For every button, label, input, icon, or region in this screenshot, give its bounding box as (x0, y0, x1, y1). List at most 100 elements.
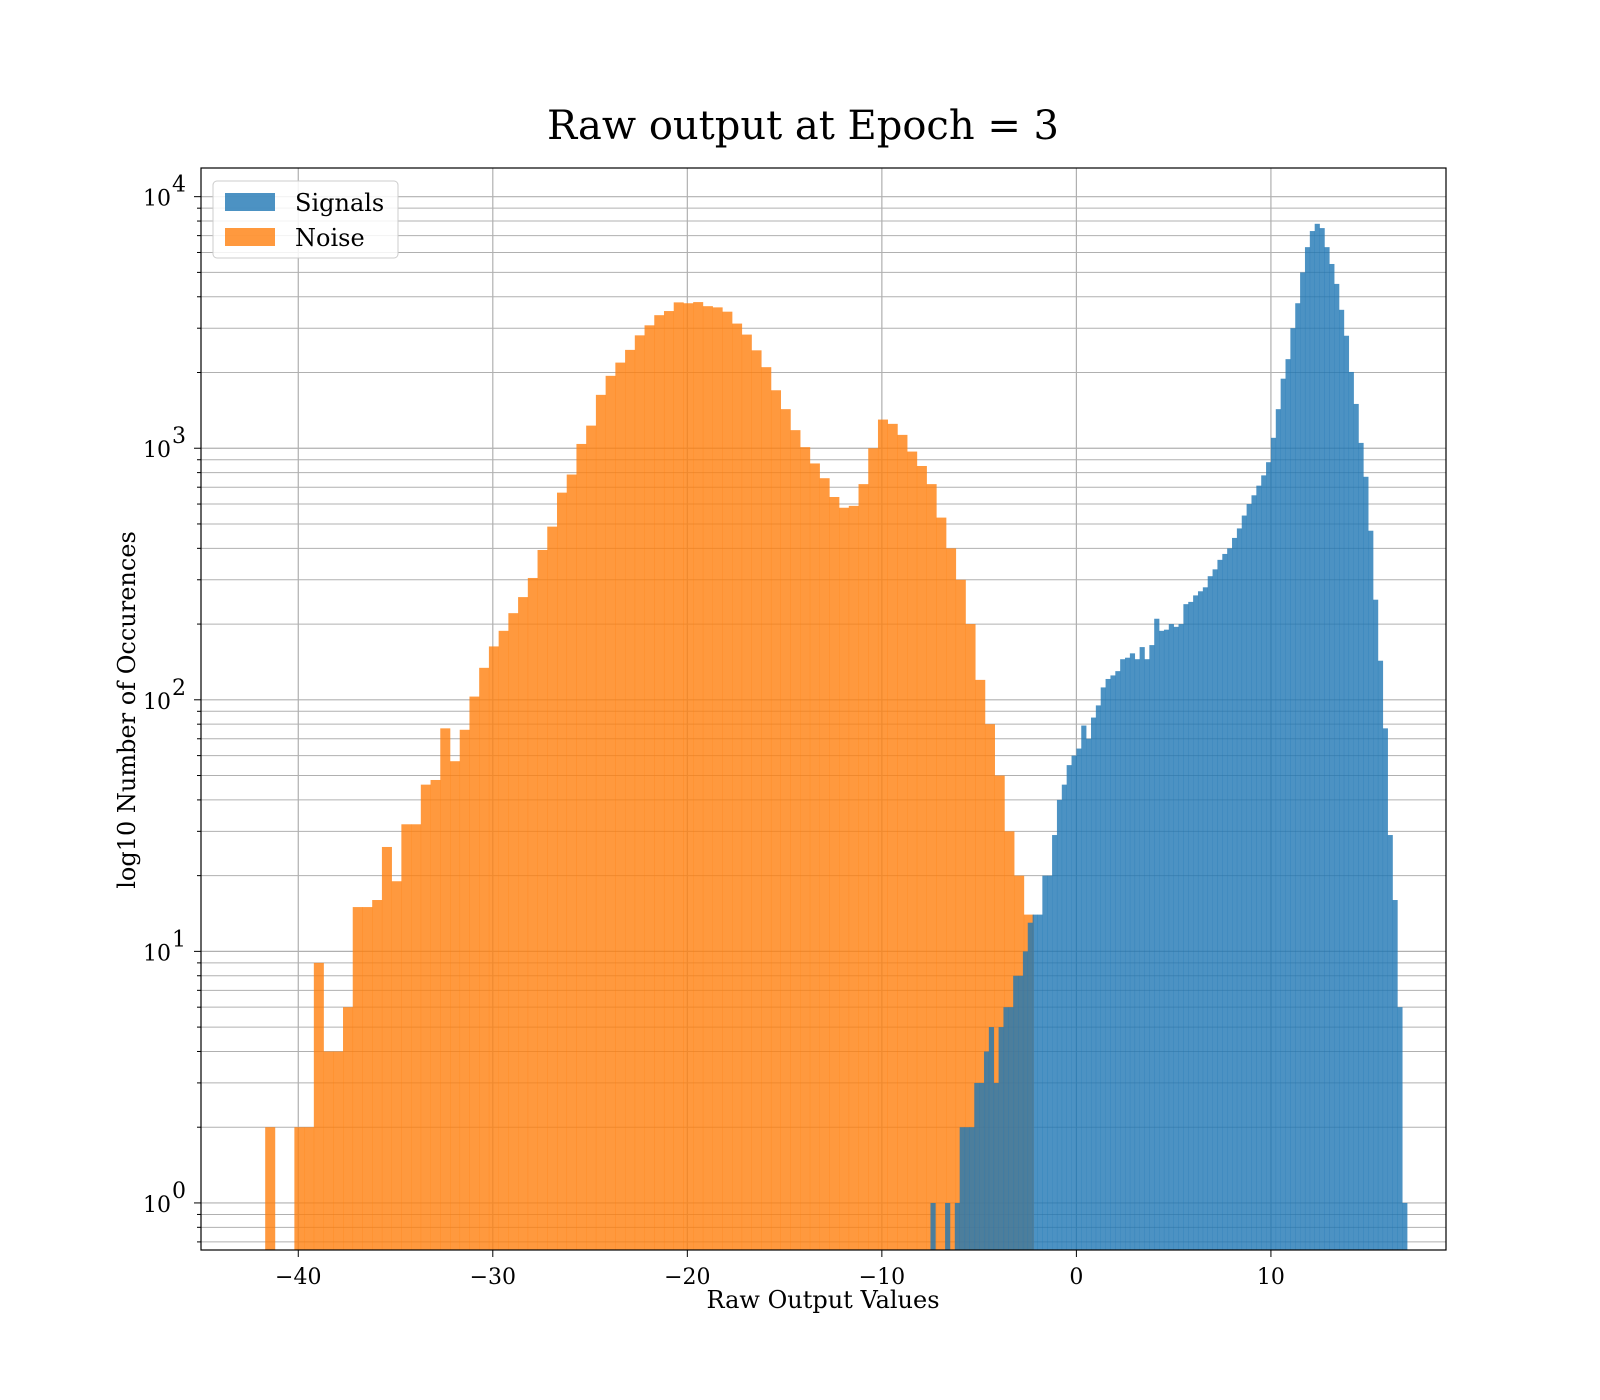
bar-signals (1373, 599, 1379, 1250)
bar-signals (1261, 475, 1267, 1250)
bar-noise (547, 526, 558, 1250)
bar-signals (1382, 728, 1388, 1250)
bar-signals (1066, 765, 1072, 1250)
y-tick-label: 10 (143, 438, 171, 463)
bar-signals (1188, 601, 1194, 1250)
bar-noise (343, 1007, 354, 1250)
bar-noise (556, 492, 568, 1251)
bar-noise (809, 463, 820, 1250)
bar-signals (1139, 647, 1145, 1250)
bar-noise (955, 579, 966, 1250)
bar-signals (1387, 835, 1393, 1250)
legend: Signals Noise (212, 180, 399, 259)
bar-signals (1348, 371, 1354, 1251)
bar-signals (1042, 875, 1048, 1250)
bar-signals (1222, 553, 1228, 1250)
bar-noise (537, 549, 548, 1250)
bar-noise (265, 1127, 276, 1250)
y-tick-label-exponent: 2 (172, 676, 186, 701)
x-tick-label: −30 (470, 1265, 516, 1290)
x-tick-label: −40 (275, 1265, 321, 1290)
bar-signals (1275, 409, 1281, 1250)
bar-noise (488, 646, 499, 1250)
bar-noise (498, 630, 509, 1250)
bar-signals (1363, 476, 1369, 1251)
bar-signals (1134, 659, 1140, 1250)
bar-noise (518, 597, 529, 1250)
bar-signals (1334, 283, 1340, 1250)
bar-noise (994, 775, 1005, 1250)
bar-noise (712, 307, 723, 1251)
x-axis-label: Raw Output Values (706, 1286, 939, 1314)
bar-noise (411, 824, 422, 1250)
bar-noise (819, 478, 830, 1250)
bar-signals (1178, 624, 1184, 1250)
bar-signals (998, 1027, 1004, 1250)
y-tick-label: 10 (143, 1193, 171, 1218)
bar-noise (420, 784, 431, 1250)
bar-noise (839, 507, 850, 1250)
bar-signals (1154, 618, 1160, 1250)
x-tick-label: −10 (859, 1265, 905, 1290)
y-tick-label: 10 (143, 187, 171, 212)
bar-signals (1061, 784, 1067, 1250)
bar-signals (983, 1051, 990, 1250)
bar-signals (1217, 559, 1223, 1250)
bar-noise (459, 729, 470, 1250)
bar-signals (1227, 548, 1233, 1250)
bar-noise (975, 679, 986, 1250)
bar-noise (333, 1051, 344, 1250)
bar-noise (372, 900, 383, 1250)
bar-signals (1095, 705, 1102, 1250)
histogram-bars (265, 223, 1408, 1251)
bar-signals (1013, 975, 1019, 1250)
bar-signals (1397, 1007, 1403, 1250)
x-tick-label: 0 (1069, 1265, 1083, 1290)
bar-signals (1251, 495, 1257, 1250)
bar-noise (469, 696, 480, 1250)
legend-label-signals: Signals (295, 189, 384, 217)
bar-signals (1120, 659, 1126, 1250)
bar-signals (1008, 1007, 1014, 1250)
bar-noise (780, 409, 791, 1250)
bar-signals (1163, 629, 1170, 1250)
bar-noise (916, 465, 927, 1250)
bar-signals (1100, 687, 1106, 1250)
bar-noise (644, 325, 655, 1250)
bar-noise (722, 311, 733, 1250)
y-tick-label: 10 (143, 941, 171, 966)
bar-signals (1110, 675, 1116, 1250)
bar-noise (741, 334, 752, 1250)
legend-label-noise: Noise (295, 224, 365, 252)
bar-signals (1149, 645, 1155, 1250)
bar-noise (693, 302, 704, 1250)
bar-signals (1125, 657, 1131, 1250)
bar-signals (1197, 591, 1204, 1250)
bar-signals (1090, 717, 1097, 1250)
bar-noise (829, 496, 840, 1250)
bar-signals (1256, 485, 1262, 1250)
bar-noise (313, 962, 324, 1250)
bar-signals (1285, 359, 1291, 1250)
bar-signals (969, 1127, 975, 1250)
bar-noise (732, 323, 743, 1250)
bar-signals (1022, 951, 1029, 1250)
bar-noise (800, 447, 811, 1250)
bar-signals (1339, 309, 1345, 1250)
bar-signals (1052, 835, 1058, 1250)
bar-signals (1076, 748, 1082, 1250)
bar-noise (946, 548, 957, 1250)
bar-signals (1193, 595, 1199, 1250)
bar-signals (1304, 247, 1311, 1250)
bar-signals (979, 1082, 985, 1250)
bar-signals (1314, 223, 1320, 1251)
bar-noise (362, 907, 373, 1250)
bar-signals (1236, 528, 1243, 1250)
y-tick-label-exponent: 0 (172, 1179, 186, 1204)
bar-signals (1377, 660, 1384, 1250)
bar-signals (1037, 914, 1043, 1250)
bar-signals (1246, 504, 1252, 1250)
bar-noise (381, 846, 392, 1250)
bar-signals (1309, 231, 1315, 1251)
